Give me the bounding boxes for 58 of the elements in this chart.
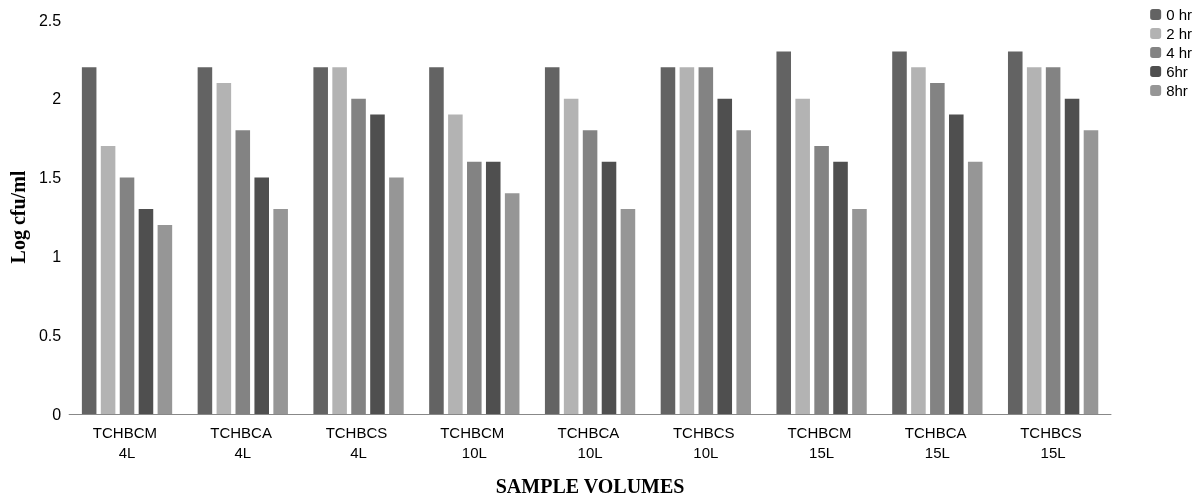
- bar: [601, 161, 617, 414]
- legend-label: 0 hr: [1166, 6, 1193, 23]
- x-tick-label: TCHBCS 10L: [672, 423, 739, 461]
- bar: [197, 67, 213, 414]
- y-tick-label: 1.5: [38, 169, 62, 187]
- legend-label: 4 hr: [1166, 44, 1193, 61]
- bar: [254, 177, 269, 414]
- bar: [1026, 67, 1042, 414]
- bar: [911, 67, 926, 414]
- x-axis-title: SAMPLE VOLUMES: [495, 475, 685, 497]
- y-tick-label: 0: [52, 405, 62, 423]
- bar: [485, 161, 501, 414]
- bar: [157, 224, 173, 414]
- bar: [100, 146, 116, 414]
- x-tick-label: TCHBCA 10L: [557, 423, 623, 461]
- bar: [429, 67, 444, 414]
- bar: [544, 67, 560, 414]
- bar: [563, 98, 579, 414]
- bar: [273, 209, 288, 414]
- legend-label: 6hr: [1166, 63, 1188, 80]
- x-tick-label: TCHBCS 15L: [1020, 423, 1087, 461]
- bar: [138, 209, 154, 414]
- bar: [1064, 98, 1080, 414]
- bar: [776, 51, 792, 414]
- bar: [852, 209, 867, 414]
- bar: [620, 209, 636, 414]
- y-tick-label: 2.5: [38, 11, 62, 29]
- bar: [892, 51, 907, 414]
- x-tick-label: TCHBCM 4L: [92, 423, 162, 461]
- bar: [81, 67, 97, 414]
- bar: [216, 83, 232, 414]
- bar: [448, 114, 463, 414]
- bar: [1007, 51, 1023, 414]
- y-tick-label: 0.5: [38, 326, 62, 344]
- bar: [370, 114, 385, 414]
- y-tick-label: 1: [52, 247, 62, 265]
- x-tick-label: TCHBCA 4L: [210, 423, 276, 461]
- bar: [949, 114, 964, 414]
- bar: [332, 67, 347, 414]
- bar: [1083, 130, 1099, 414]
- bar: [313, 67, 328, 414]
- bar: [736, 130, 751, 414]
- bar: [795, 98, 810, 414]
- x-tick-label: TCHBCM 10L: [440, 423, 509, 461]
- legend-label: 2 hr: [1166, 25, 1193, 42]
- y-axis-title: Log cfu/ml: [7, 170, 30, 264]
- bar: [967, 161, 983, 414]
- y-tick-label: 2: [52, 90, 62, 108]
- bar: [717, 98, 733, 414]
- bar: [660, 67, 676, 414]
- x-tick-label: TCHBCM 15L: [787, 423, 856, 461]
- bar: [389, 177, 404, 414]
- bar: [833, 161, 848, 414]
- legend-label: 8hr: [1166, 82, 1188, 99]
- bar: [504, 193, 520, 414]
- bar: [679, 67, 695, 414]
- x-tick-label: TCHBCS 4L: [325, 423, 392, 461]
- x-tick-label: TCHBCA 15L: [904, 423, 970, 461]
